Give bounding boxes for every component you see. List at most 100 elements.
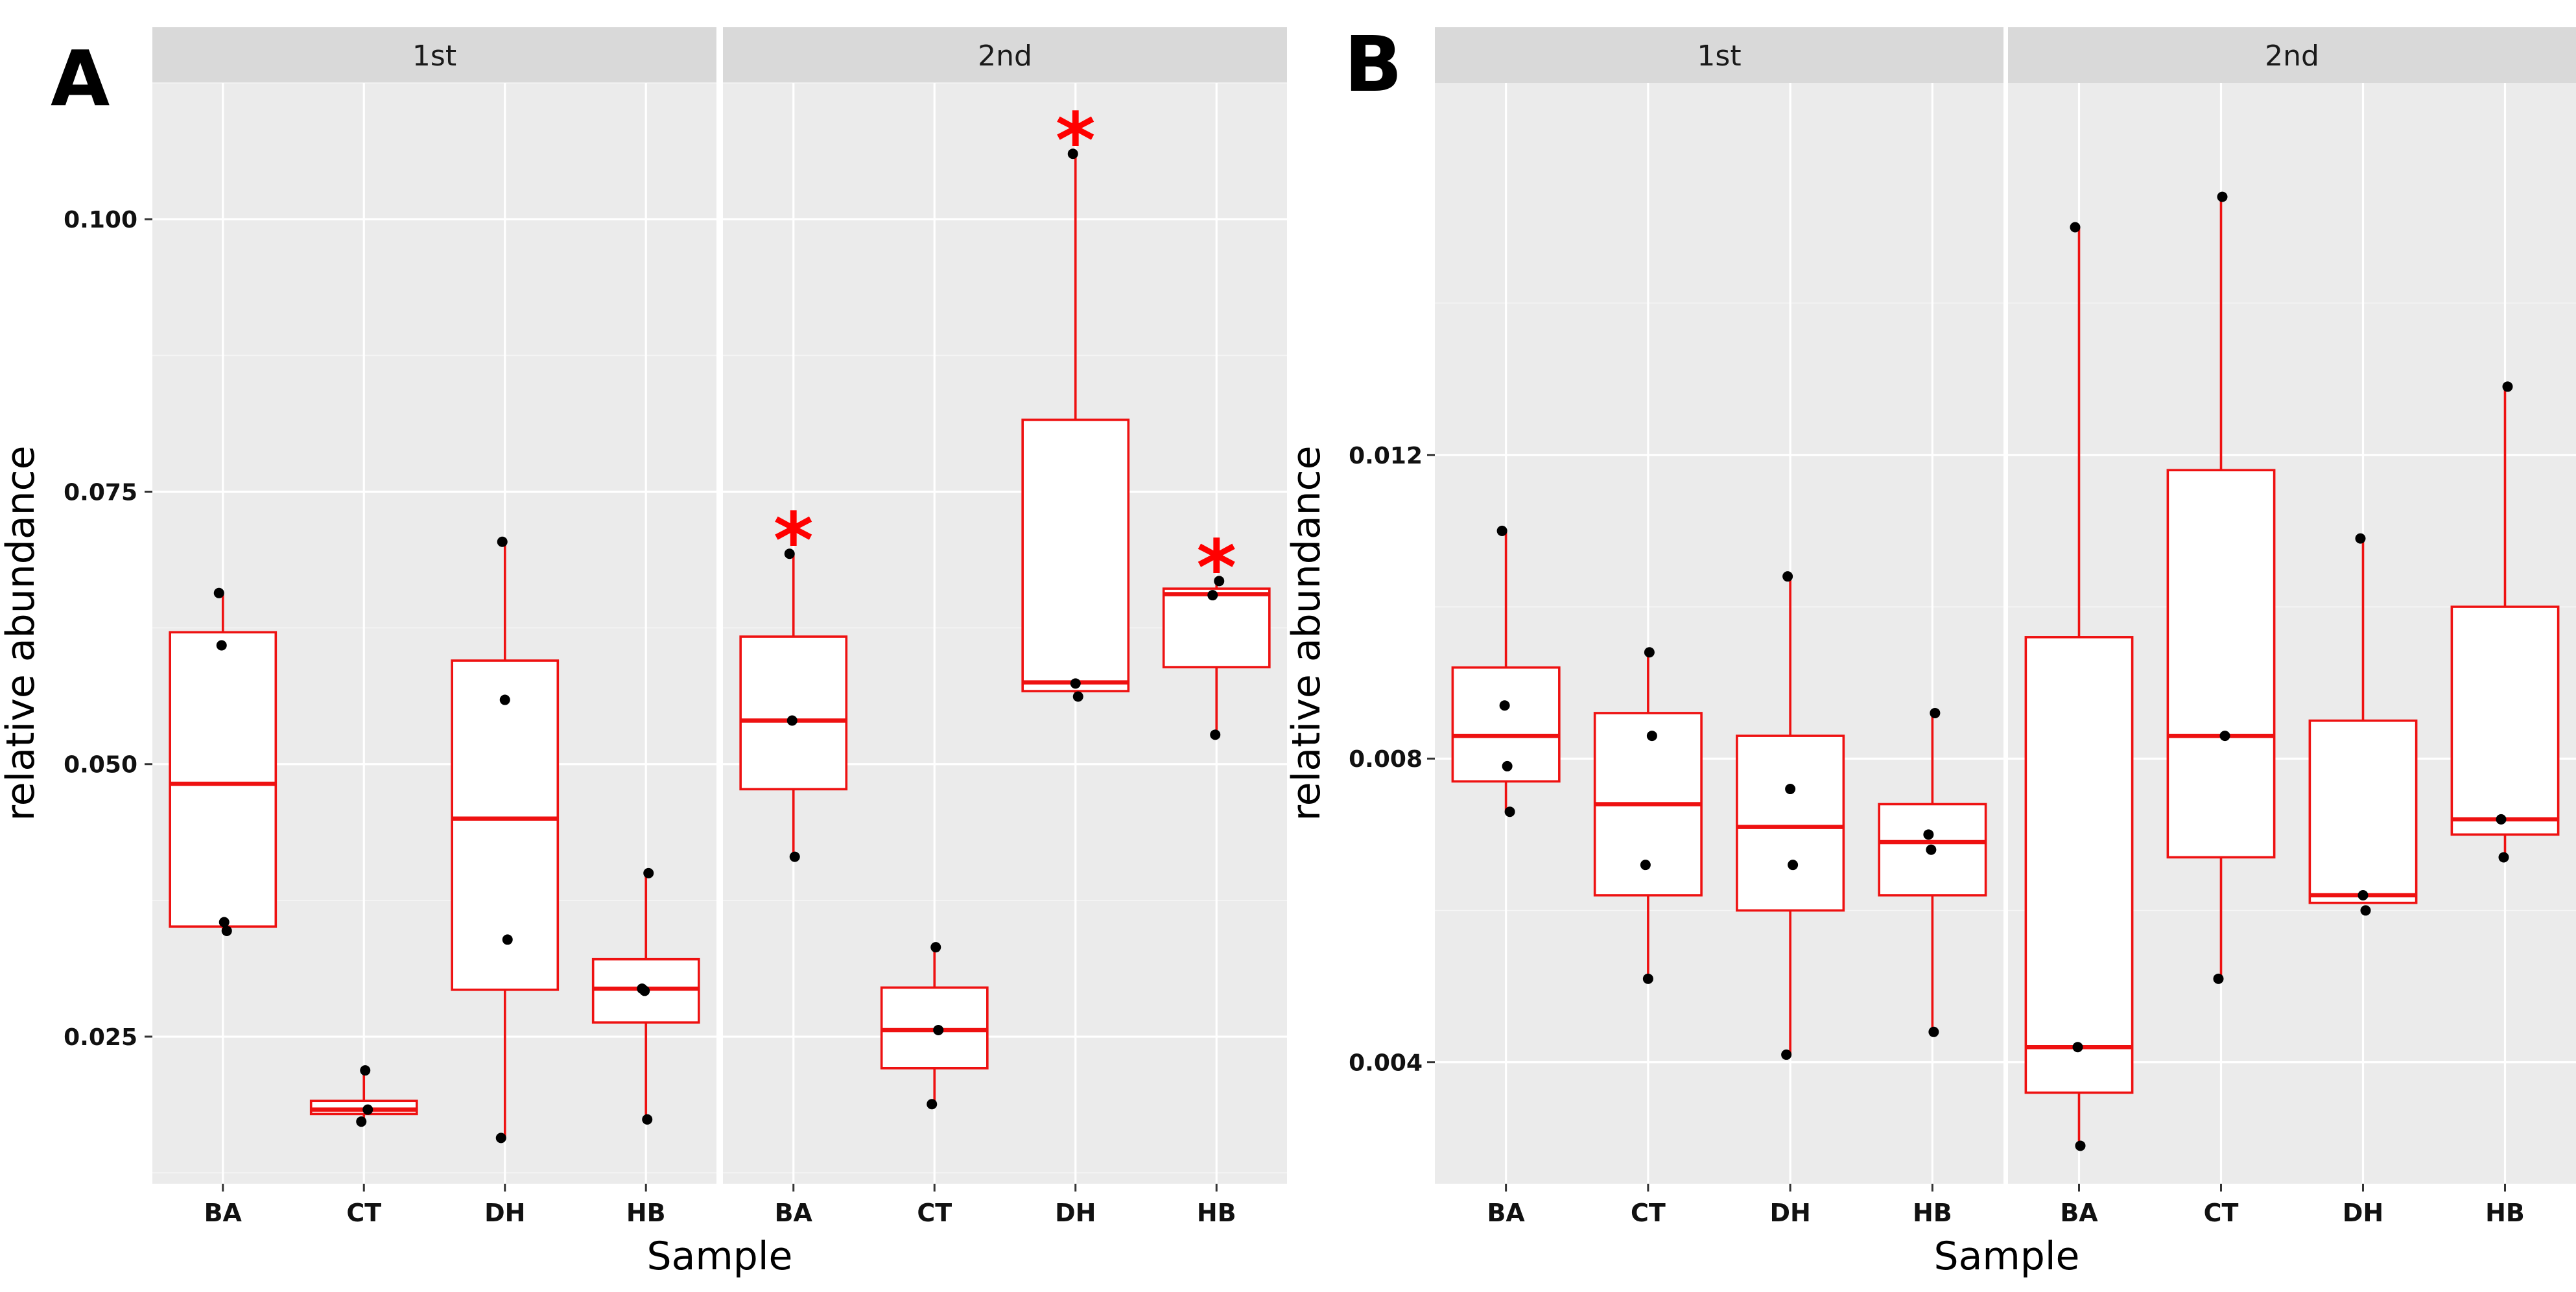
data-point xyxy=(362,1104,373,1115)
data-point xyxy=(1067,148,1078,159)
data-point xyxy=(2072,1042,2083,1053)
data-point xyxy=(1207,590,1218,601)
data-point xyxy=(1496,525,1507,536)
data-point xyxy=(2357,890,2369,901)
data-point xyxy=(1070,678,1081,689)
data-point xyxy=(1781,1049,1792,1060)
data-point xyxy=(499,694,510,705)
y-tick-label: 0.008 xyxy=(1349,746,1423,773)
facet-1st: 1st BA CT DH HB xyxy=(1435,27,2003,1227)
data-point xyxy=(643,867,654,878)
data-point xyxy=(2498,852,2509,863)
box-CT xyxy=(2166,191,2276,984)
data-point xyxy=(2219,731,2230,742)
significance-star: * xyxy=(1196,523,1236,612)
data-point xyxy=(2217,191,2228,202)
data-point xyxy=(786,715,798,726)
box-iqr xyxy=(2450,605,2560,836)
data-point xyxy=(360,1065,371,1076)
data-point xyxy=(356,1116,367,1127)
data-point xyxy=(1646,731,1657,742)
box-iqr xyxy=(2024,636,2134,1094)
data-point xyxy=(2355,533,2366,544)
data-point xyxy=(497,536,508,547)
panel-letter: A xyxy=(51,34,110,123)
y-tick-label: 0.012 xyxy=(1349,443,1423,469)
facet-strip xyxy=(2008,27,2576,83)
y-axis-title: relative abundance xyxy=(1284,445,1329,821)
facet-strip-label: 2nd xyxy=(978,40,1032,73)
data-point xyxy=(1640,860,1651,871)
data-point xyxy=(221,925,232,936)
y-axis-title: relative abundance xyxy=(0,445,43,821)
box-DH xyxy=(1736,571,1845,1060)
box-iqr xyxy=(451,659,560,991)
chart-panel-a: 1st BA CT DH HB 2nd BA CT DH HB * * * 0.025 0.050 0.075… xyxy=(0,27,1287,1279)
data-point xyxy=(2213,973,2224,984)
data-point xyxy=(216,640,227,651)
box-iqr xyxy=(2308,719,2418,904)
data-point xyxy=(1644,647,1655,658)
data-point xyxy=(1210,729,1221,740)
facet-strip-label: 1st xyxy=(412,40,456,73)
box-CT xyxy=(309,1065,418,1127)
facet-1st: 1st BA CT DH HB xyxy=(152,27,716,1227)
data-point xyxy=(1504,806,1515,817)
data-point xyxy=(1502,760,1513,771)
data-point xyxy=(927,1099,938,1110)
facet-strip-label: 2nd xyxy=(2265,40,2319,73)
x-tick-label: BA xyxy=(1487,1199,1525,1227)
x-axis-title: Sample xyxy=(647,1234,793,1279)
significance-star: * xyxy=(774,495,814,585)
box-BA: * xyxy=(739,495,848,862)
y-tick-label: 0.025 xyxy=(64,1024,137,1051)
data-point xyxy=(642,1114,653,1125)
x-tick-label: CT xyxy=(346,1199,381,1227)
box-HB xyxy=(1878,707,1987,1037)
data-point xyxy=(639,985,650,996)
panel-letter: B xyxy=(1344,19,1402,109)
data-point xyxy=(495,1133,506,1144)
facet-2nd: 2nd BA CT DH HB xyxy=(2008,27,2576,1227)
facet-strip xyxy=(1435,27,2003,83)
data-point xyxy=(1930,707,1941,718)
facet-strip xyxy=(152,27,716,83)
y-tick-label: 0.004 xyxy=(1349,1050,1423,1077)
data-point xyxy=(1072,691,1083,702)
facet-2nd: 2nd BA CT DH HB * * * xyxy=(723,27,1287,1227)
x-tick-label: HB xyxy=(1913,1199,1952,1227)
significance-star: * xyxy=(1056,95,1096,185)
facet-strip-label: 1st xyxy=(1697,40,1741,73)
x-tick-label: BA xyxy=(204,1199,242,1227)
data-point xyxy=(213,587,224,598)
box-BA xyxy=(169,587,278,936)
data-point xyxy=(933,1024,944,1035)
x-tick-label: BA xyxy=(2060,1199,2098,1227)
box-iqr xyxy=(1021,418,1130,692)
data-point xyxy=(2496,814,2507,825)
data-point xyxy=(930,942,941,953)
x-tick-label: CT xyxy=(917,1199,952,1227)
y-tick-label: 0.050 xyxy=(64,752,137,779)
x-tick-label: HB xyxy=(1197,1199,1236,1227)
data-point xyxy=(1214,576,1225,587)
data-point xyxy=(1788,860,1799,871)
y-tick-label: 0.075 xyxy=(64,479,137,506)
facet-strip xyxy=(723,27,1287,83)
x-tick-label: HB xyxy=(626,1199,666,1227)
x-axis-title: Sample xyxy=(1934,1234,2080,1279)
plot-area xyxy=(1435,83,2003,1184)
box-iqr xyxy=(1162,587,1271,668)
box-BA xyxy=(2024,222,2134,1151)
box-DH xyxy=(2308,533,2418,916)
x-tick-label: CT xyxy=(1631,1199,1666,1227)
box-CT xyxy=(880,942,989,1110)
data-point xyxy=(789,851,800,862)
data-point xyxy=(1782,571,1793,582)
x-tick-label: DH xyxy=(484,1199,525,1227)
x-tick-label: CT xyxy=(2204,1199,2239,1227)
box-BA xyxy=(1451,525,1561,817)
box-DH xyxy=(451,536,560,1144)
data-point xyxy=(2075,1140,2086,1151)
